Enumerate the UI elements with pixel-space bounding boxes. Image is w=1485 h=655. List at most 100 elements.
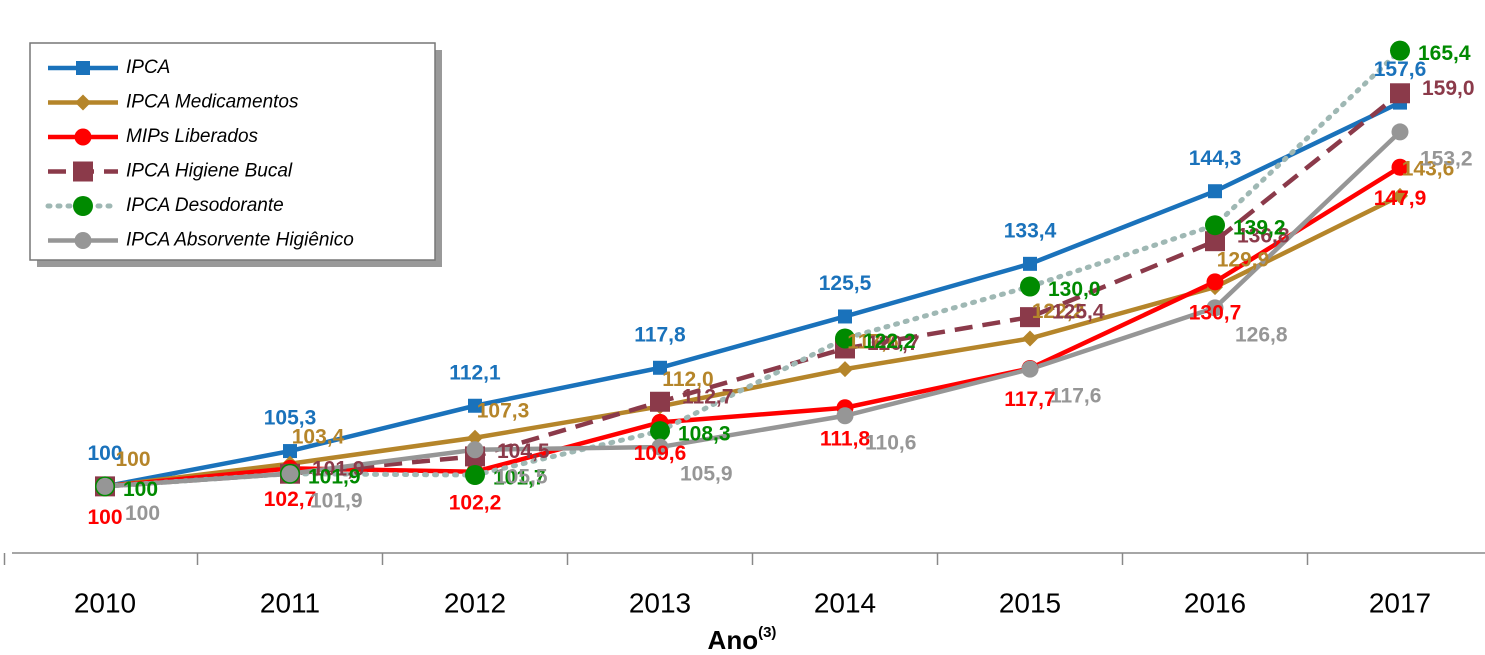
data-point — [837, 361, 853, 378]
data-label: 110,6 — [865, 431, 916, 454]
data-point — [468, 398, 482, 413]
data-label: 101,7 — [493, 467, 546, 490]
data-point — [650, 421, 670, 442]
data-label: 125,4 — [1052, 301, 1105, 324]
data-label: 104,5 — [497, 440, 550, 463]
legend: IPCA IPCA Medicamentos MIPs Liberados IPCA … — [29, 42, 442, 267]
data-label: 122,2 — [863, 330, 916, 353]
data-point — [1205, 215, 1225, 236]
data-label: 117,6 — [1050, 385, 1101, 408]
data-point — [1020, 276, 1040, 297]
data-label: 136,8 — [1237, 225, 1290, 248]
data-label: 120,7 — [867, 332, 920, 355]
data-label: 105,3 — [264, 407, 317, 430]
data-label: 101,9 — [308, 465, 361, 488]
data-point — [1022, 330, 1038, 347]
data-label: 112,1 — [449, 361, 501, 384]
x-tick-label: 2015 — [999, 587, 1061, 618]
data-point — [1020, 307, 1040, 328]
data-label: 100 — [87, 506, 122, 529]
data-label: 125,5 — [819, 272, 872, 295]
data-point — [1206, 273, 1224, 291]
legend-label: IPCA Absorvente Higiênico — [126, 230, 354, 251]
data-label: 165,4 — [1418, 42, 1471, 65]
data-label: 101,9 — [312, 457, 365, 480]
data-label: 112,0 — [662, 368, 713, 391]
data-label: 144,3 — [1189, 147, 1242, 170]
data-label: 117,7 — [1004, 388, 1055, 411]
data-label: 100 — [125, 502, 160, 525]
data-point — [1391, 123, 1409, 141]
data-label: 130,0 — [1048, 278, 1101, 301]
x-tick-label: 2014 — [814, 587, 876, 618]
legend-marker — [74, 232, 92, 249]
data-label: 117,6 — [847, 331, 898, 354]
data-point — [1390, 83, 1410, 104]
data-label: 157,6 — [1374, 58, 1427, 81]
data-label: 108,3 — [678, 423, 731, 446]
x-axis-label-sup: (3) — [758, 624, 776, 641]
data-point — [1390, 40, 1410, 61]
data-point — [466, 441, 484, 459]
data-point — [1205, 231, 1225, 252]
data-label: 112,7 — [682, 385, 733, 408]
legend-label: MIPs Liberados — [126, 126, 259, 147]
legend-marker — [75, 94, 91, 111]
data-point — [1391, 158, 1409, 176]
x-axis-label: Ano(3) — [708, 624, 777, 655]
data-label: 126,8 — [1235, 323, 1288, 346]
data-point — [1023, 256, 1037, 271]
data-label: 130,7 — [1189, 301, 1242, 324]
data-label: 147,9 — [1374, 187, 1427, 210]
legend-label: IPCA Higiene Bucal — [126, 161, 293, 182]
legend-marker — [73, 196, 93, 216]
x-tick-label: 2012 — [444, 587, 506, 618]
data-point — [651, 438, 669, 456]
data-label: 117,8 — [634, 323, 686, 346]
data-label: 105,5 — [495, 465, 548, 488]
x-tick-label: 2013 — [629, 587, 691, 618]
data-label: 111,8 — [820, 427, 871, 450]
data-point — [96, 477, 114, 495]
data-point — [836, 407, 854, 425]
data-label: 100 — [115, 448, 150, 471]
data-label: 109,6 — [634, 442, 687, 465]
data-label: 122,2 — [1032, 300, 1085, 323]
data-label: 100 — [123, 478, 158, 501]
x-tick-label: 2017 — [1369, 587, 1431, 618]
series-line — [104, 100, 1401, 489]
series-line — [102, 48, 1403, 489]
data-point — [283, 444, 297, 459]
data-label: 103,4 — [292, 425, 345, 448]
x-tick-label: 2011 — [260, 587, 320, 618]
x-tick-label: 2016 — [1184, 587, 1246, 618]
legend-box — [29, 42, 436, 261]
legend-marker — [76, 61, 90, 75]
data-label: 100 — [87, 442, 122, 465]
data-point — [838, 309, 852, 324]
data-point — [465, 465, 485, 486]
data-label: 101,9 — [310, 489, 363, 512]
data-point — [281, 465, 299, 483]
x-tick-label: 2010 — [74, 587, 136, 618]
data-label: 133,4 — [1004, 219, 1057, 242]
data-point — [1206, 299, 1224, 317]
data-label: 143,6 — [1402, 157, 1455, 180]
data-label: 139,2 — [1233, 217, 1286, 240]
data-point — [1021, 360, 1039, 378]
x-axis-label-text: Ano — [708, 625, 759, 655]
legend-label: IPCA Medicamentos — [126, 92, 299, 113]
data-point — [467, 429, 483, 446]
data-label: 129,9 — [1217, 249, 1270, 272]
data-point — [1392, 187, 1408, 204]
data-label: 107,3 — [477, 399, 530, 422]
series-line — [104, 91, 1402, 489]
legend-label: IPCA — [126, 57, 170, 78]
data-label: 102,7 — [264, 488, 317, 511]
legend-label: IPCA Desodorante — [126, 195, 284, 216]
series-line — [104, 130, 1402, 489]
data-label: 105,9 — [680, 463, 733, 486]
data-point — [653, 360, 667, 375]
legend-marker — [74, 128, 92, 146]
data-point — [835, 328, 855, 349]
